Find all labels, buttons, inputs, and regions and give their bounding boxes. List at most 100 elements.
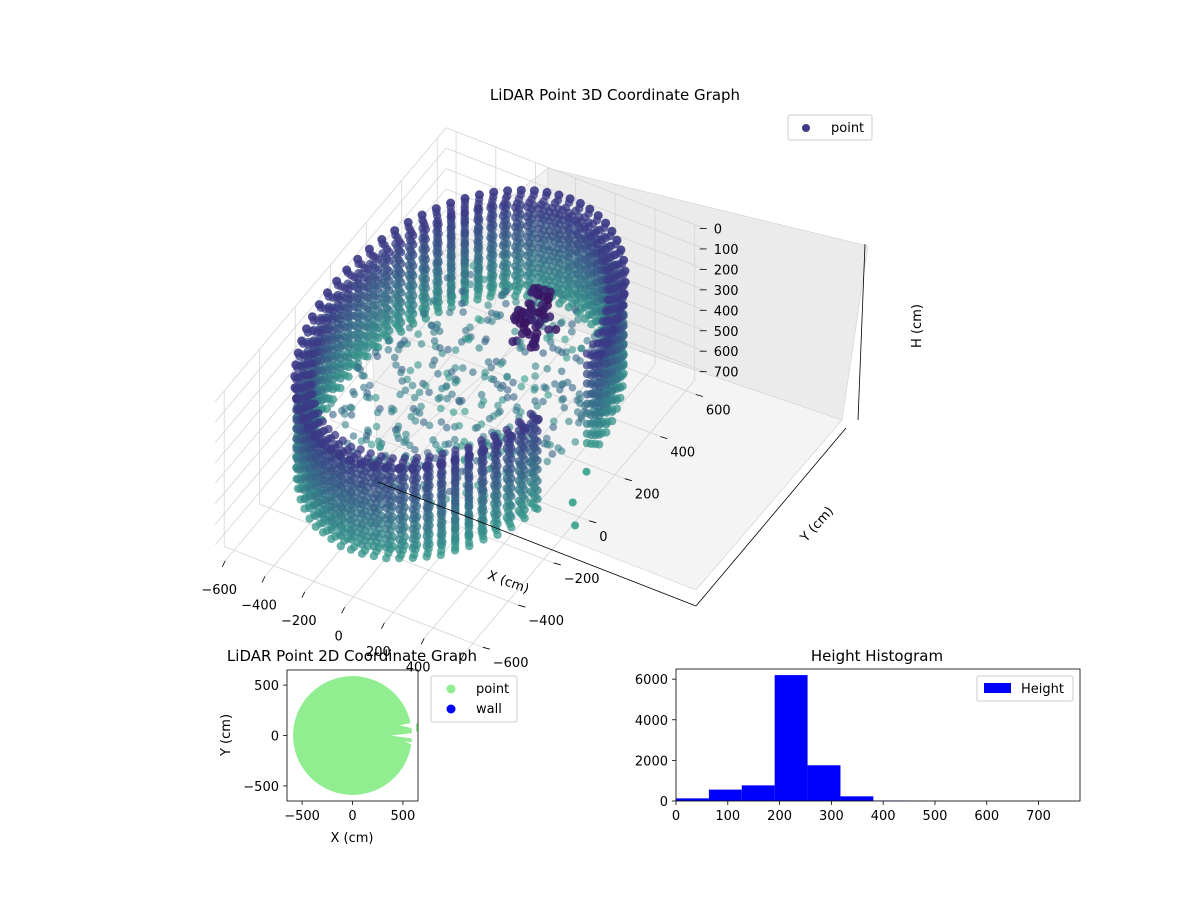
legend-histogram-swatch bbox=[984, 683, 1011, 693]
point-3d bbox=[539, 397, 547, 406]
point-3d bbox=[516, 344, 524, 353]
point-3d bbox=[507, 431, 517, 441]
point-3d bbox=[363, 314, 372, 323]
point-3d bbox=[425, 388, 433, 397]
point-3d bbox=[473, 284, 482, 293]
point-3d bbox=[426, 298, 434, 306]
point-3d bbox=[549, 344, 557, 352]
point-3d bbox=[346, 506, 356, 515]
point-3d bbox=[436, 344, 444, 352]
point-3d bbox=[507, 512, 516, 521]
point-3d bbox=[422, 492, 431, 502]
point-3d bbox=[574, 316, 582, 324]
y-tick-label-3d: −400 bbox=[528, 614, 564, 629]
point-3d bbox=[409, 300, 418, 310]
point-3d bbox=[344, 304, 353, 313]
point-3d bbox=[373, 284, 383, 293]
point-3d bbox=[460, 269, 469, 279]
point-3d bbox=[573, 218, 582, 228]
plot-3d-title: LiDAR Point 3D Coordinate Graph bbox=[490, 86, 740, 104]
point-3d bbox=[376, 442, 384, 451]
z-tick-label-3d: 400 bbox=[714, 304, 739, 319]
point-3d bbox=[410, 393, 419, 402]
point-3d bbox=[421, 275, 430, 284]
point-3d bbox=[318, 528, 328, 537]
point-3d bbox=[421, 225, 430, 234]
histogram-frame bbox=[675, 668, 1081, 802]
point-3d bbox=[549, 423, 558, 432]
point-3d bbox=[409, 231, 418, 240]
point-3d bbox=[446, 287, 455, 296]
point-3d bbox=[602, 420, 611, 429]
point-3d bbox=[543, 457, 552, 466]
point-3d bbox=[593, 240, 602, 249]
z-axis-line bbox=[857, 243, 866, 421]
point-3d bbox=[498, 202, 508, 211]
left-grid-z bbox=[214, 147, 447, 423]
point-3d bbox=[533, 504, 542, 513]
point-3d bbox=[486, 203, 495, 213]
x-tick-3d bbox=[221, 560, 226, 567]
point-3d bbox=[447, 213, 456, 222]
point-3d bbox=[543, 365, 551, 373]
point-3d bbox=[436, 509, 445, 519]
point-3d bbox=[344, 295, 353, 304]
y-tick-label-3d: −600 bbox=[493, 656, 529, 671]
point-3d bbox=[434, 248, 443, 258]
point-3d bbox=[436, 480, 445, 489]
point-3d bbox=[533, 426, 542, 436]
point-3d bbox=[576, 309, 584, 318]
point-3d bbox=[395, 505, 404, 514]
point-3d bbox=[511, 261, 520, 271]
point-3d bbox=[396, 239, 406, 248]
point-3d bbox=[545, 207, 554, 217]
point-3d bbox=[488, 317, 496, 326]
point-3d bbox=[503, 393, 512, 402]
point-3d bbox=[385, 306, 394, 315]
point-3d bbox=[469, 368, 477, 377]
point-3d bbox=[327, 534, 336, 544]
point-3d bbox=[327, 466, 336, 475]
point-3d bbox=[369, 551, 379, 561]
point-3d bbox=[353, 303, 362, 312]
point-3d bbox=[595, 372, 604, 381]
legend-2d: point wall bbox=[430, 675, 518, 723]
point-3d bbox=[511, 271, 520, 280]
point-3d bbox=[564, 224, 573, 234]
point-3d bbox=[450, 488, 460, 497]
point-3d bbox=[336, 462, 345, 471]
point-3d bbox=[349, 432, 358, 440]
point-3d bbox=[455, 396, 463, 405]
point-3d bbox=[328, 354, 338, 364]
point-3d bbox=[336, 541, 345, 551]
point-3d bbox=[577, 414, 586, 423]
legend-3d-box bbox=[787, 114, 873, 141]
y-tick-3d bbox=[589, 520, 597, 524]
point-3d bbox=[294, 404, 304, 414]
point-3d bbox=[539, 349, 547, 357]
point-3d bbox=[465, 335, 473, 344]
point-3d bbox=[356, 459, 366, 469]
x-tick-3d bbox=[261, 576, 266, 583]
point-3d bbox=[587, 232, 596, 241]
point-3d bbox=[555, 280, 564, 289]
point-3d bbox=[353, 284, 362, 293]
point-3d bbox=[511, 213, 520, 222]
point-3d bbox=[395, 515, 404, 524]
point-3d bbox=[415, 388, 424, 397]
point-3d bbox=[507, 474, 516, 483]
point-3d bbox=[555, 299, 564, 308]
x-tick-3d bbox=[420, 638, 425, 645]
point-3d bbox=[402, 430, 410, 439]
point-3d bbox=[573, 298, 582, 307]
y-tick-3d bbox=[482, 646, 490, 650]
point-3d bbox=[464, 451, 474, 461]
point-3d bbox=[409, 404, 418, 413]
point-3d bbox=[479, 457, 488, 467]
point-3d bbox=[407, 463, 417, 473]
point-3d bbox=[357, 470, 367, 480]
point-3d bbox=[417, 402, 425, 411]
point-3d bbox=[497, 291, 506, 300]
x-tick-label-hist: 100 bbox=[715, 809, 740, 824]
point-3d bbox=[417, 340, 426, 348]
